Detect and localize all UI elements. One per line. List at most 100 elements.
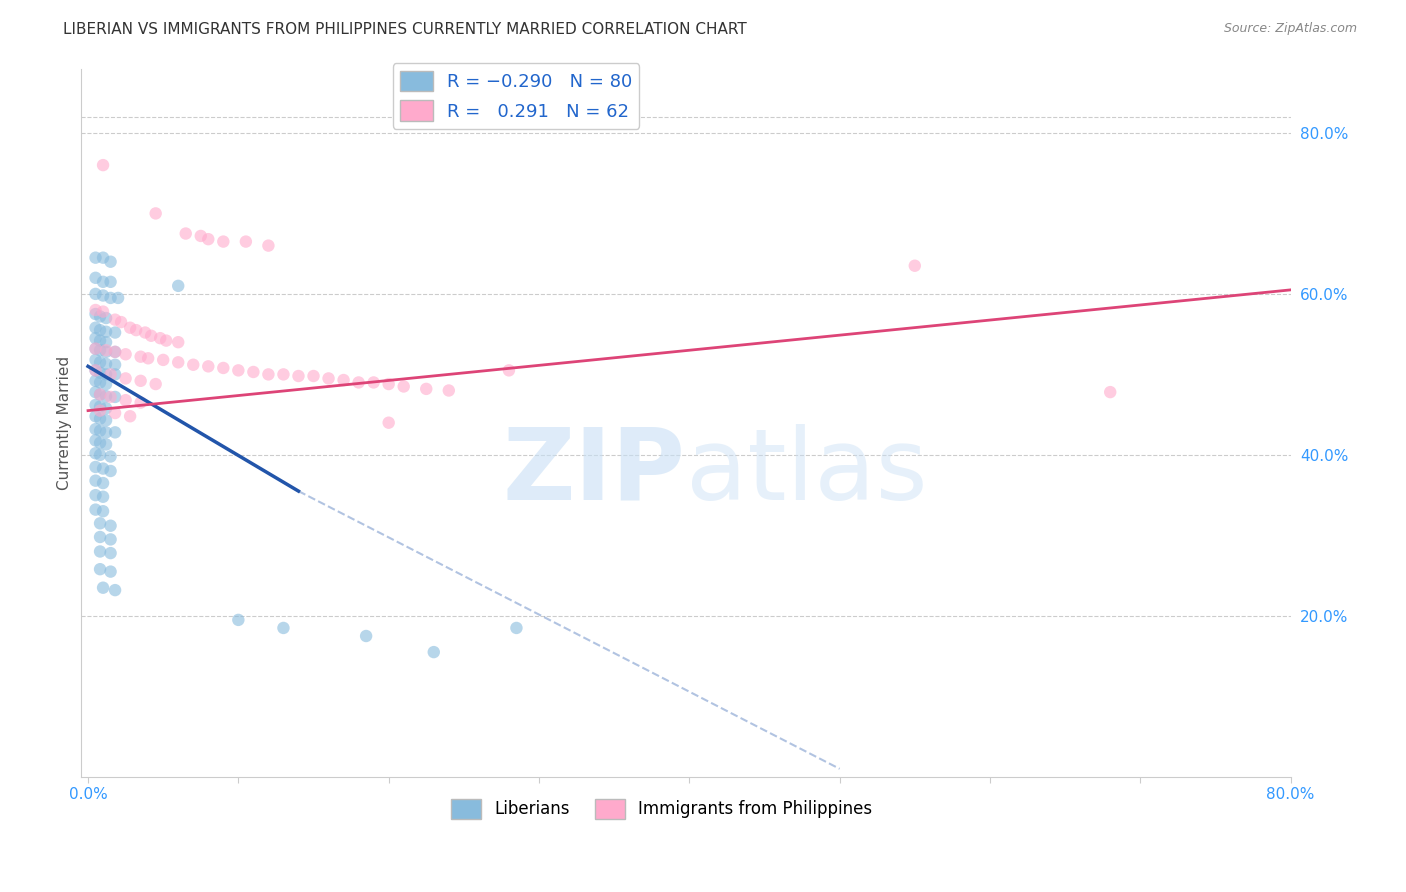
Point bbox=[89, 424, 111, 438]
Point bbox=[167, 335, 190, 350]
Point bbox=[167, 355, 190, 369]
Point bbox=[100, 464, 122, 478]
Point bbox=[498, 363, 520, 377]
Point bbox=[145, 377, 167, 392]
Point bbox=[437, 384, 460, 398]
Point bbox=[100, 291, 122, 305]
Point bbox=[104, 326, 127, 340]
Point bbox=[84, 363, 107, 377]
Point bbox=[104, 583, 127, 598]
Point bbox=[84, 446, 107, 460]
Point bbox=[377, 377, 399, 392]
Point bbox=[347, 376, 370, 390]
Point bbox=[167, 278, 190, 293]
Point bbox=[84, 434, 107, 448]
Point bbox=[94, 389, 117, 403]
Point bbox=[94, 401, 117, 416]
Point bbox=[84, 307, 107, 321]
Point bbox=[91, 251, 114, 265]
Point bbox=[129, 395, 152, 409]
Point bbox=[149, 331, 172, 345]
Point bbox=[392, 379, 415, 393]
Point bbox=[114, 347, 136, 361]
Point bbox=[125, 323, 148, 337]
Point bbox=[94, 344, 117, 359]
Point bbox=[100, 275, 122, 289]
Point bbox=[136, 351, 159, 366]
Point bbox=[423, 645, 446, 659]
Point bbox=[141, 328, 163, 343]
Point bbox=[104, 358, 127, 372]
Point bbox=[257, 368, 280, 382]
Point bbox=[94, 325, 117, 339]
Point bbox=[89, 530, 111, 544]
Point bbox=[84, 342, 107, 356]
Point bbox=[84, 385, 107, 400]
Point bbox=[91, 490, 114, 504]
Point bbox=[242, 365, 264, 379]
Point bbox=[84, 409, 107, 424]
Point bbox=[505, 621, 527, 635]
Point bbox=[84, 488, 107, 502]
Point bbox=[114, 393, 136, 408]
Legend: Liberians, Immigrants from Philippines: Liberians, Immigrants from Philippines bbox=[444, 793, 879, 825]
Y-axis label: Currently Married: Currently Married bbox=[58, 356, 72, 490]
Point bbox=[89, 403, 111, 417]
Point bbox=[94, 311, 117, 326]
Point bbox=[84, 422, 107, 436]
Point bbox=[287, 369, 309, 384]
Text: Source: ZipAtlas.com: Source: ZipAtlas.com bbox=[1223, 22, 1357, 36]
Point bbox=[302, 369, 325, 384]
Point bbox=[129, 374, 152, 388]
Point bbox=[89, 343, 111, 358]
Point bbox=[94, 335, 117, 350]
Point bbox=[235, 235, 257, 249]
Point bbox=[197, 359, 219, 374]
Point bbox=[228, 613, 250, 627]
Point bbox=[104, 425, 127, 440]
Point bbox=[100, 533, 122, 547]
Point bbox=[84, 251, 107, 265]
Point bbox=[104, 344, 127, 359]
Point bbox=[84, 460, 107, 475]
Point bbox=[107, 291, 129, 305]
Point bbox=[104, 406, 127, 420]
Point bbox=[152, 352, 174, 367]
Point bbox=[89, 323, 111, 337]
Point bbox=[100, 450, 122, 464]
Point bbox=[94, 437, 117, 451]
Point bbox=[84, 352, 107, 367]
Point bbox=[91, 504, 114, 518]
Point bbox=[94, 425, 117, 440]
Point bbox=[145, 206, 167, 220]
Point bbox=[174, 227, 197, 241]
Text: atlas: atlas bbox=[686, 424, 927, 521]
Point bbox=[363, 376, 385, 390]
Point bbox=[228, 363, 250, 377]
Point bbox=[1099, 385, 1122, 400]
Point bbox=[110, 315, 132, 329]
Point bbox=[89, 387, 111, 401]
Point bbox=[84, 270, 107, 285]
Point bbox=[318, 371, 340, 385]
Point bbox=[84, 502, 107, 516]
Point bbox=[89, 562, 111, 576]
Point bbox=[100, 254, 122, 268]
Point bbox=[84, 342, 107, 356]
Point bbox=[197, 232, 219, 246]
Point bbox=[84, 363, 107, 377]
Point bbox=[120, 320, 142, 334]
Point bbox=[181, 358, 204, 372]
Point bbox=[89, 366, 111, 380]
Point bbox=[415, 382, 437, 396]
Point bbox=[84, 474, 107, 488]
Point bbox=[89, 516, 111, 531]
Point bbox=[89, 435, 111, 450]
Point bbox=[212, 235, 235, 249]
Point bbox=[100, 546, 122, 560]
Point bbox=[89, 387, 111, 401]
Point bbox=[91, 461, 114, 475]
Point bbox=[377, 416, 399, 430]
Point bbox=[114, 371, 136, 385]
Point bbox=[100, 390, 122, 404]
